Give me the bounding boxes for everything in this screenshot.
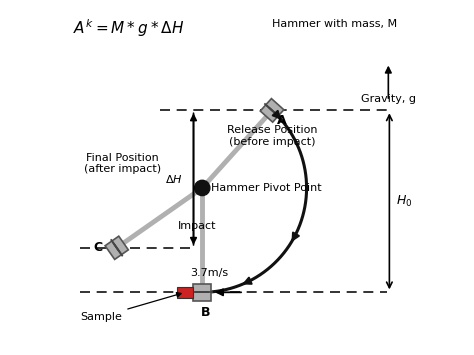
Polygon shape [193, 284, 211, 301]
Text: Gravity, g: Gravity, g [361, 94, 416, 104]
Text: Hammer Pivot Point: Hammer Pivot Point [211, 183, 321, 193]
Text: Final Position
(after impact): Final Position (after impact) [83, 153, 161, 174]
Text: $H_0$: $H_0$ [396, 194, 412, 209]
Text: $\Delta H$: $\Delta H$ [165, 173, 183, 185]
Polygon shape [105, 236, 128, 260]
Polygon shape [260, 99, 284, 122]
Text: 3.7m/s: 3.7m/s [190, 268, 228, 278]
Text: Impact: Impact [178, 221, 216, 231]
Bar [177, 287, 193, 297]
Text: A: A [277, 114, 287, 127]
Text: C: C [94, 241, 103, 254]
Text: Sample: Sample [81, 293, 181, 322]
Text: Hammer with mass, M: Hammer with mass, M [272, 19, 397, 29]
Text: Release Position
(before impact): Release Position (before impact) [227, 125, 317, 147]
Text: B: B [201, 306, 210, 319]
Circle shape [194, 180, 210, 196]
Text: $A^k = M * g * \Delta H$: $A^k = M * g * \Delta H$ [73, 17, 185, 39]
